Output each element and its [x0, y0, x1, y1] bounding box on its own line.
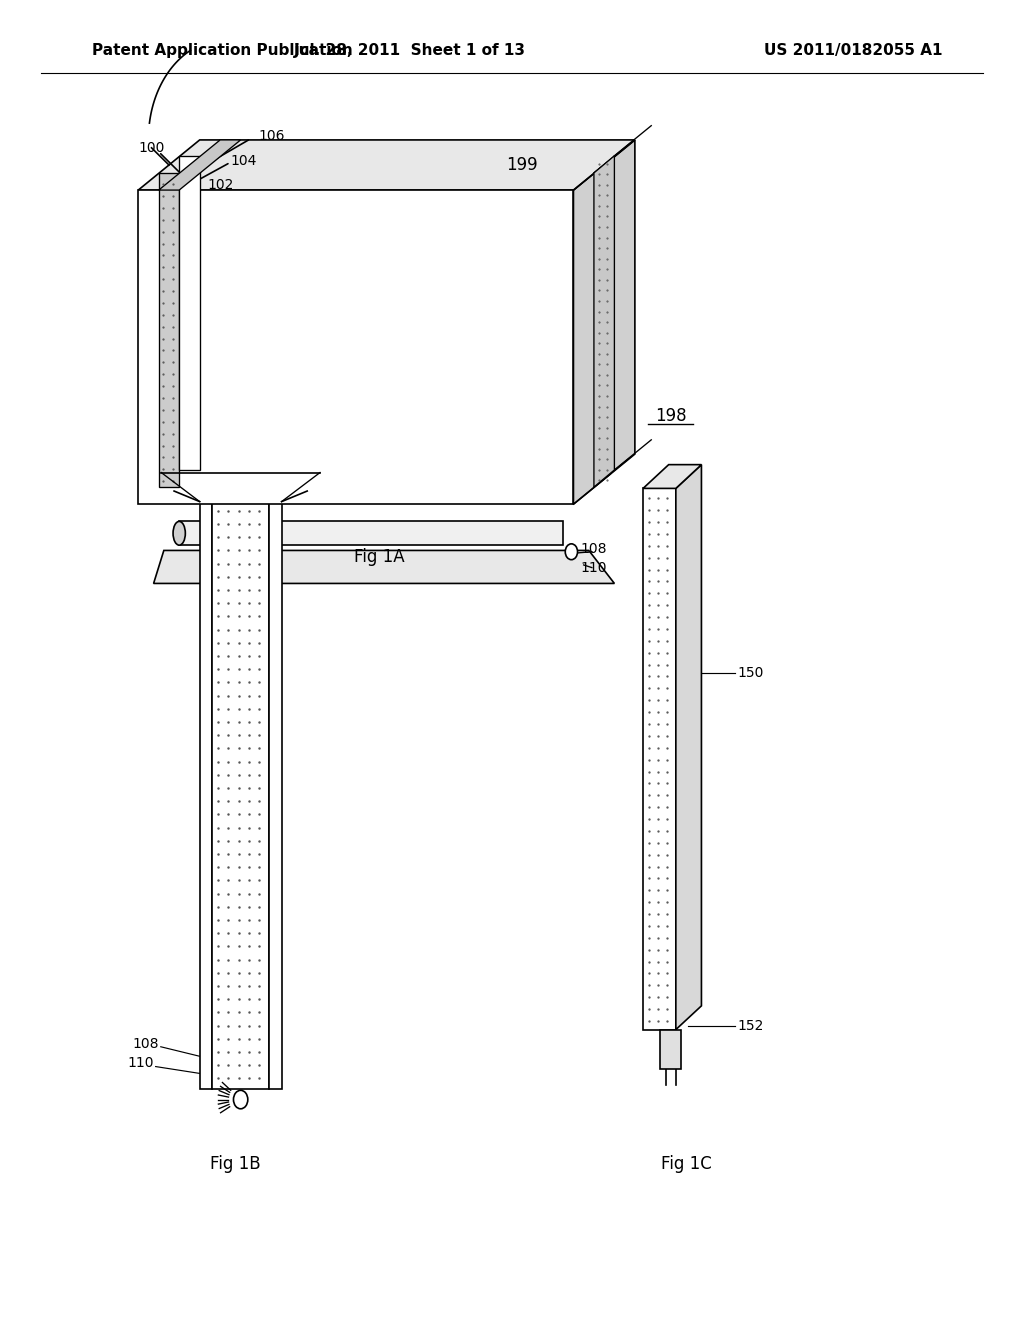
Text: Fig 1A: Fig 1A [353, 548, 404, 566]
Text: 199: 199 [507, 156, 538, 174]
Polygon shape [138, 140, 635, 190]
Circle shape [233, 1090, 248, 1109]
Text: 104: 104 [230, 154, 257, 168]
Text: 102: 102 [168, 467, 195, 480]
Text: Fig 1B: Fig 1B [210, 1155, 261, 1173]
Text: 102: 102 [207, 178, 233, 191]
Text: 104: 104 [227, 467, 254, 480]
Text: US 2011/0182055 A1: US 2011/0182055 A1 [764, 42, 942, 58]
Polygon shape [159, 140, 241, 190]
Polygon shape [179, 521, 563, 545]
Polygon shape [643, 488, 676, 1030]
Text: Patent Application Publication: Patent Application Publication [92, 42, 353, 58]
Polygon shape [159, 173, 179, 487]
Polygon shape [573, 140, 635, 504]
Polygon shape [643, 465, 701, 488]
Text: 108: 108 [581, 543, 607, 556]
Text: 108: 108 [132, 1038, 159, 1051]
Polygon shape [179, 156, 200, 470]
Circle shape [565, 544, 578, 560]
Text: 152: 152 [737, 1019, 764, 1032]
Text: Fig 1C: Fig 1C [660, 1155, 712, 1173]
Ellipse shape [173, 521, 185, 545]
Text: 106: 106 [258, 129, 285, 143]
Text: 106: 106 [287, 467, 313, 480]
Text: 110: 110 [127, 1056, 154, 1069]
Polygon shape [200, 502, 212, 1089]
Text: 198: 198 [655, 407, 686, 425]
Polygon shape [212, 502, 269, 1089]
Text: Jul. 28, 2011  Sheet 1 of 13: Jul. 28, 2011 Sheet 1 of 13 [294, 42, 525, 58]
Polygon shape [138, 190, 573, 504]
Text: 100: 100 [138, 141, 165, 154]
Text: 199: 199 [256, 407, 287, 425]
Polygon shape [269, 502, 282, 1089]
Polygon shape [594, 156, 614, 487]
Polygon shape [676, 465, 701, 1030]
Text: 110: 110 [581, 561, 607, 574]
Text: 150: 150 [737, 667, 764, 680]
Text: 100: 100 [227, 454, 254, 467]
Polygon shape [660, 1030, 681, 1069]
Polygon shape [154, 550, 614, 583]
